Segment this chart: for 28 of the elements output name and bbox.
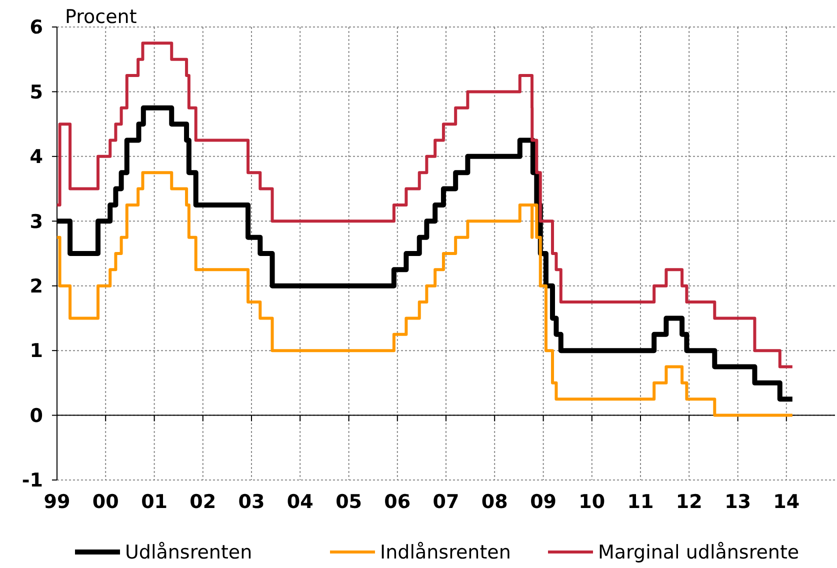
y-tick-label: -1: [22, 470, 43, 492]
x-tick-label: 01: [141, 491, 168, 513]
x-tick-label: 07: [432, 491, 460, 513]
y-tick-label: 3: [30, 210, 43, 233]
x-tick-label: 04: [286, 491, 314, 513]
legend-label: Udlånsrenten: [125, 542, 252, 564]
x-tick-label: 11: [627, 491, 654, 513]
x-tick-label: 12: [676, 491, 702, 513]
y-axis-title: Procent: [65, 6, 137, 28]
x-tick-label: 09: [530, 491, 557, 513]
x-tick-label: 99: [44, 491, 70, 513]
x-tick-label: 06: [384, 491, 411, 513]
y-tick-label: 5: [30, 81, 43, 104]
legend-label: Marginal udlånsrente: [598, 542, 800, 564]
x-tick-label: 08: [481, 491, 508, 513]
x-tick-label: 10: [578, 491, 606, 513]
x-tick-label: 03: [238, 491, 265, 513]
x-tick-label: 14: [773, 491, 800, 513]
x-tick-label: 00: [92, 491, 119, 513]
y-tick-label: 2: [30, 276, 43, 298]
y-tick-label: 1: [30, 340, 43, 362]
y-tick-label: 4: [30, 146, 43, 168]
legend-label: Indlånsrenten: [380, 542, 511, 564]
y-tick-label: 6: [30, 16, 43, 39]
x-tick-label: 13: [724, 491, 752, 513]
y-tick-label: 0: [30, 404, 43, 427]
x-tick-label: 02: [190, 491, 216, 513]
x-tick-label: 05: [336, 491, 362, 513]
